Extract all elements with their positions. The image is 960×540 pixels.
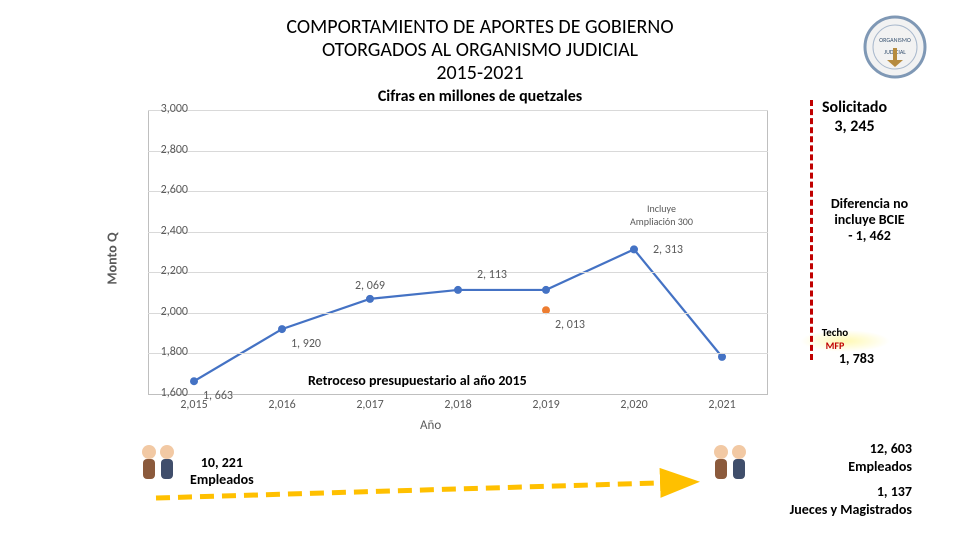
gridline [148, 272, 768, 273]
gridline [148, 232, 768, 233]
gridline [148, 191, 768, 192]
y-axis-label: Monto Q [104, 232, 121, 284]
y-tick-label: 1,800 [148, 345, 188, 359]
growth-arrow [150, 478, 710, 508]
data-point-label: 2, 113 [477, 268, 507, 282]
x-tick-label: 2,019 [532, 398, 559, 412]
y-tick-label: 2,200 [148, 264, 188, 278]
title-line-3: 2015-2021 [220, 62, 740, 85]
techo-value: 1, 783 [839, 350, 874, 367]
empleados-left-count: 10, 221 [190, 454, 254, 471]
title-line-1: COMPORTAMIENTO DE APORTES DE GOBIERNO [220, 16, 740, 39]
solicitado-dash-line [810, 100, 813, 360]
techo-text: Techo [805, 326, 865, 339]
y-tick-label: 2,000 [148, 305, 188, 319]
chart-subtitle: Cifras en millones de quetzales [220, 87, 740, 106]
x-tick-label: 2,017 [356, 398, 383, 412]
jueces-label: Jueces y Magistrados [790, 501, 912, 519]
empleados-right-count: 12, 603 [790, 440, 912, 458]
x-axis-label: Año [420, 418, 441, 433]
solicitado-text: Solicitado [797, 98, 912, 117]
diferencia-l1: Diferencia no [807, 196, 932, 212]
gridline [148, 353, 768, 354]
gridline [148, 151, 768, 152]
org-logo: ORGANISMO JUDICIAL [860, 12, 930, 82]
svg-text:ORGANISMO: ORGANISMO [879, 36, 911, 44]
x-tick-label: 2,020 [620, 398, 647, 412]
data-point-label: 1, 920 [291, 337, 321, 351]
diferencia-label: Diferencia no incluye BCIE - 1, 462 [807, 196, 932, 244]
gridline [148, 394, 768, 395]
y-tick-label: 3,000 [148, 102, 188, 116]
x-tick-label: 2,021 [708, 398, 735, 412]
data-point-label: 2, 313 [653, 243, 683, 257]
chart-title-block: COMPORTAMIENTO DE APORTES DE GOBIERNO OT… [220, 16, 740, 106]
x-tick-label: 2,018 [444, 398, 471, 412]
data-point-label: 2, 069 [355, 279, 385, 293]
chart-area: Monto Q Año 1,6001,8002,0002,2002,4002,6… [100, 110, 780, 430]
plot-area: 1,6001,8002,0002,2002,4002,6002,8003,000… [148, 110, 768, 410]
y-tick-label: 2,600 [148, 183, 188, 197]
techo-label: Techo MFP [805, 326, 865, 352]
empleados-right: 12, 603 Empleados 1, 137 Jueces y Magist… [790, 440, 912, 518]
diferencia-l2: incluye BCIE [807, 212, 932, 228]
diferencia-l3: - 1, 462 [807, 228, 932, 244]
gridline [148, 313, 768, 314]
gridline [148, 110, 768, 111]
y-tick-label: 2,400 [148, 224, 188, 238]
data-point-label: 1, 663 [203, 389, 233, 403]
jueces-count: 1, 137 [790, 483, 912, 501]
data-point-label: 2, 013 [555, 318, 585, 332]
y-tick-label: 2,800 [148, 143, 188, 157]
title-line-2: OTORGADOS AL ORGANISMO JUDICIAL [220, 39, 740, 62]
solicitado-label: Solicitado 3, 245 [797, 98, 912, 136]
people-icon-right [706, 442, 756, 484]
x-tick-label: 2,016 [268, 398, 295, 412]
empleados-right-label: Empleados [790, 458, 912, 476]
solicitado-value: 3, 245 [797, 117, 912, 136]
